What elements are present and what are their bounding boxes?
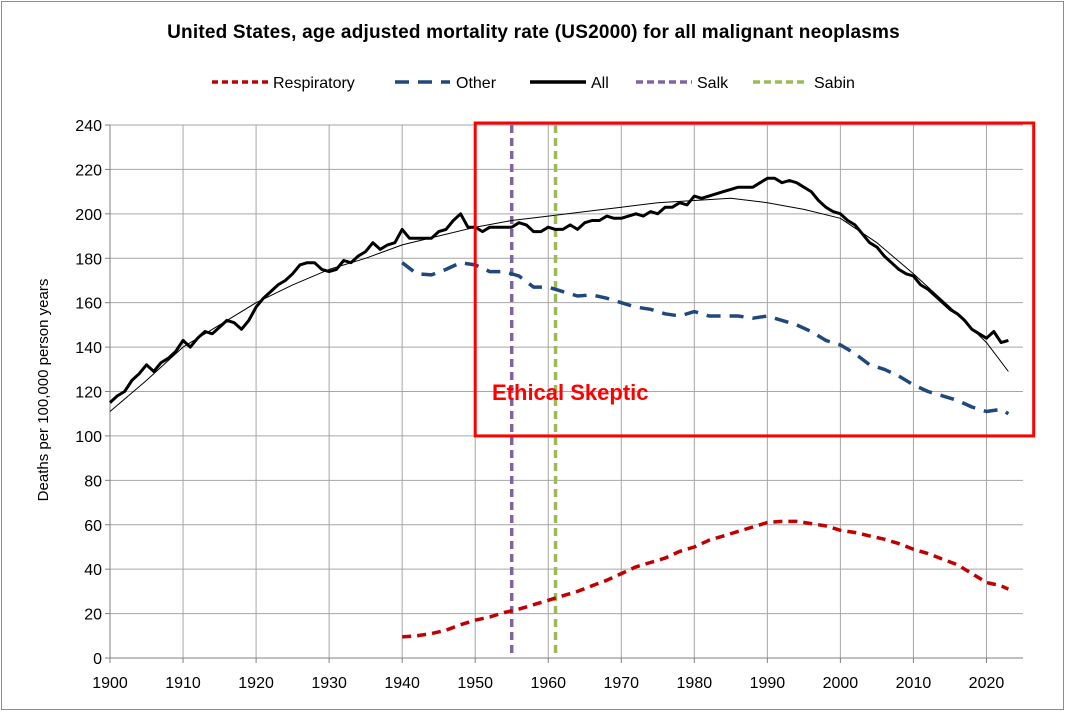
x-tick-label: 1970: [603, 675, 639, 692]
y-tick-label: 20: [84, 607, 102, 624]
x-tick-label: 2000: [823, 675, 859, 692]
y-tick-label: 180: [75, 251, 102, 268]
chart-title: United States, age adjusted mortality ra…: [167, 22, 900, 43]
x-tick-label: 1920: [238, 675, 274, 692]
legend-label-respiratory: Respiratory: [273, 75, 355, 92]
y-tick-label: 100: [75, 429, 102, 446]
x-tick-label: 2010: [896, 675, 932, 692]
x-tick-label: 2020: [969, 675, 1005, 692]
x-tick-label: 1960: [530, 675, 566, 692]
x-tick-label: 1990: [750, 675, 786, 692]
x-tick-labels: 1900 1910 1920 1930 1940 1950 1960 1970 1980 1990…: [92, 675, 1004, 692]
y-tick-label: 240: [75, 118, 102, 135]
series-other-line: [401, 260, 1010, 416]
y-tick-label: 40: [84, 562, 102, 579]
y-axis-label: Deaths per 100,000 person years: [35, 279, 52, 502]
y-tick-label: 160: [75, 296, 102, 313]
y-tick-labels: 0 20 40 60 80 100 120 140 160 180 200 220 240: [75, 118, 102, 668]
series-all-line: [108, 176, 1009, 404]
highlight-box: [473, 121, 1036, 438]
legend-label-salk: Salk: [697, 75, 729, 92]
x-tick-label: 1900: [92, 675, 128, 692]
x-tick-label: 1940: [384, 675, 420, 692]
legend-label-all: All: [591, 75, 609, 92]
series-respiratory-line: [402, 519, 1010, 639]
x-tick-label: 1980: [677, 675, 713, 692]
legend-label-other: Other: [456, 75, 497, 92]
legend-label-sabin: Sabin: [814, 75, 855, 92]
y-tick-label: 140: [75, 340, 102, 357]
gridlines: [110, 124, 1023, 658]
x-tick-label: 1930: [311, 675, 347, 692]
axes: [105, 124, 1023, 663]
x-tick-label: 1950: [457, 675, 493, 692]
legend: Respiratory Other All Salk Sabin: [212, 75, 855, 92]
y-tick-label: 200: [75, 207, 102, 224]
annotation-ethical-skeptic: Ethical Skeptic: [492, 380, 649, 405]
y-tick-label: 120: [75, 385, 102, 402]
y-tick-label: 60: [84, 518, 102, 535]
y-tick-label: 220: [75, 162, 102, 179]
highlight-layer: Ethical Skeptic: [473, 121, 1036, 438]
series-layer: [108, 125, 1010, 658]
y-tick-label: 80: [84, 473, 102, 490]
x-tick-label: 1910: [165, 675, 201, 692]
y-tick-label: 0: [93, 651, 102, 668]
